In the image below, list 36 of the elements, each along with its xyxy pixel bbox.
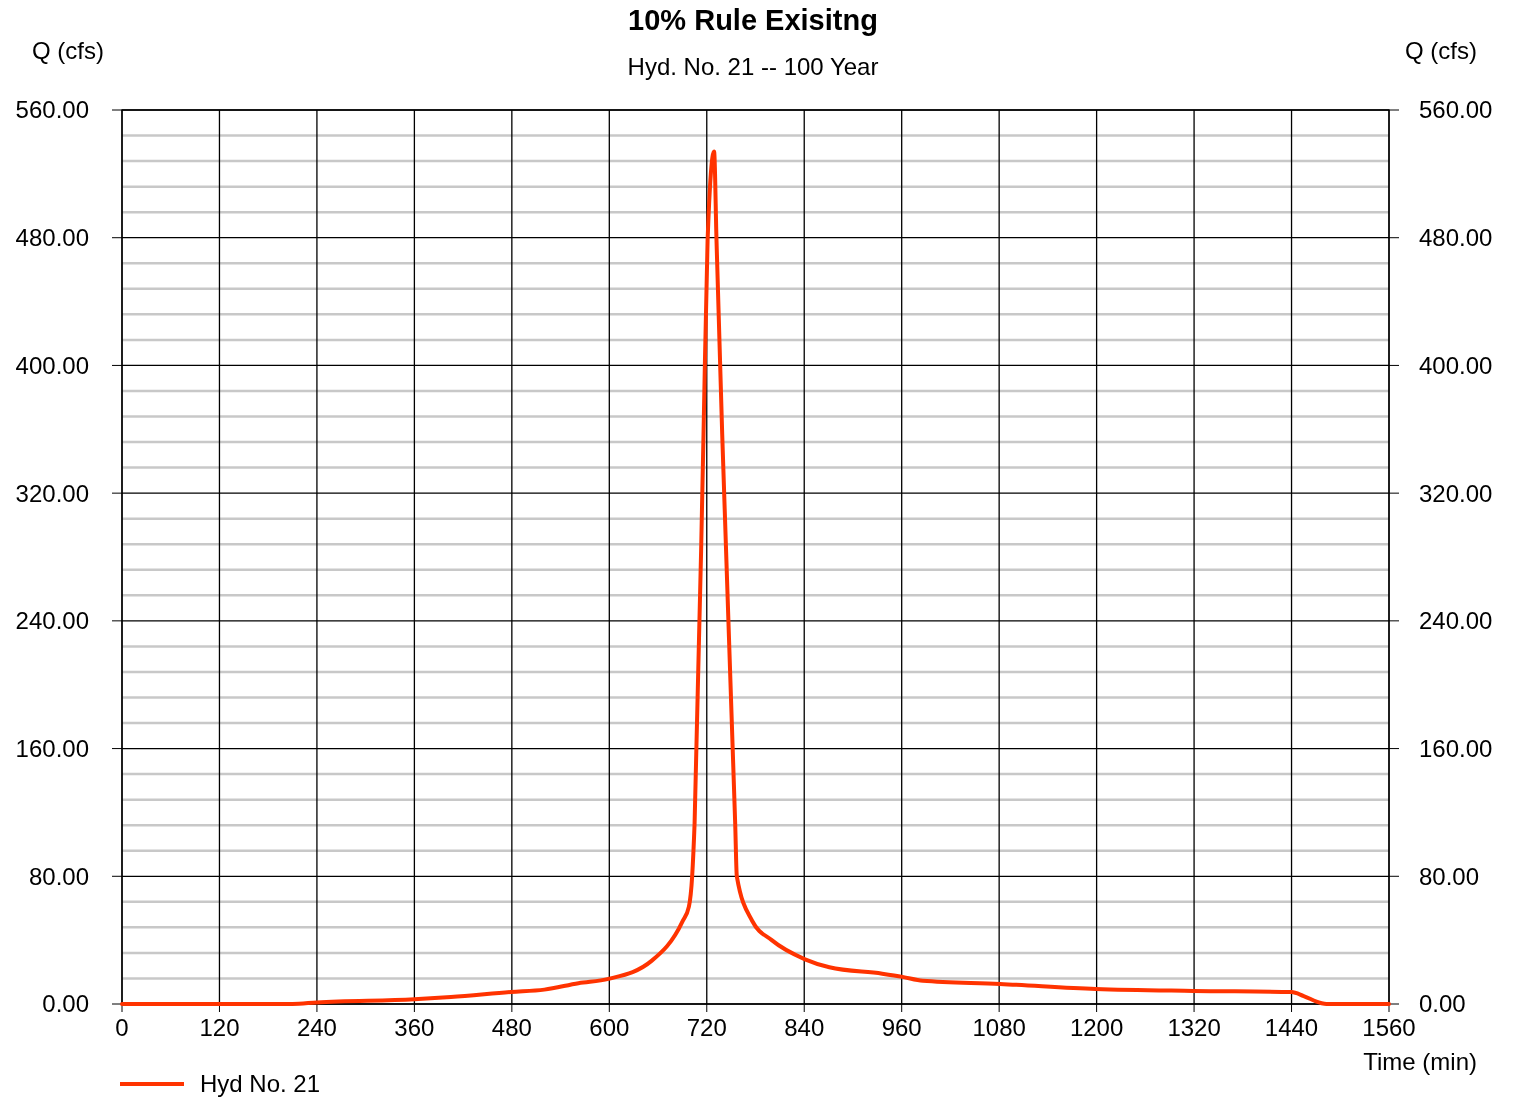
y-axis-title: Q (cfs) — [32, 37, 104, 64]
y2-tick-label: 80.00 — [1419, 862, 1480, 890]
x-axis-title: Time (min) — [1363, 1048, 1477, 1075]
y-tick-label: 560.00 — [15, 96, 89, 124]
legend-label: Hyd No. 21 — [200, 1070, 321, 1098]
x-tick-label: 1080 — [972, 1014, 1026, 1041]
x-tick-label: 120 — [199, 1014, 240, 1041]
y2-tick-label: 160.00 — [1419, 734, 1493, 762]
y-tick-label: 80.00 — [28, 862, 89, 890]
x-tick-label: 0 — [115, 1014, 129, 1041]
x-tick-label: 720 — [686, 1014, 727, 1041]
y2-axis-title: Q (cfs) — [1405, 37, 1477, 64]
y-tick-label: 160.00 — [15, 734, 89, 762]
chart-subtitle: Hyd. No. 21 -- 100 Year — [627, 53, 879, 80]
chart-title: 10% Rule Exisitng — [628, 4, 878, 36]
y2-tick-label: 0.00 — [1419, 990, 1466, 1018]
y2-tick-label: 240.00 — [1419, 607, 1493, 635]
x-tick-label: 1200 — [1069, 1014, 1124, 1041]
y2-tick-label: 480.00 — [1419, 224, 1493, 252]
x-tick-label: 480 — [491, 1014, 532, 1041]
y-tick-label: 0.00 — [42, 990, 89, 1018]
y-tick-label: 480.00 — [15, 224, 89, 252]
y-tick-label: 320.00 — [15, 479, 89, 507]
y2-tick-label: 320.00 — [1419, 479, 1493, 507]
y2-tick-label: 400.00 — [1419, 351, 1493, 379]
x-tick-label: 840 — [784, 1014, 825, 1041]
x-tick-label: 360 — [394, 1014, 435, 1041]
x-tick-label: 960 — [881, 1014, 922, 1041]
x-tick-label: 240 — [296, 1014, 337, 1041]
x-tick-label: 1560 — [1362, 1014, 1416, 1041]
x-tick-label: 1440 — [1264, 1014, 1319, 1041]
x-tick-label: 1320 — [1167, 1014, 1221, 1041]
y2-tick-label: 560.00 — [1419, 96, 1493, 124]
y-tick-label: 400.00 — [15, 351, 89, 379]
y-tick-label: 240.00 — [15, 607, 89, 635]
x-tick-label: 600 — [589, 1014, 630, 1041]
